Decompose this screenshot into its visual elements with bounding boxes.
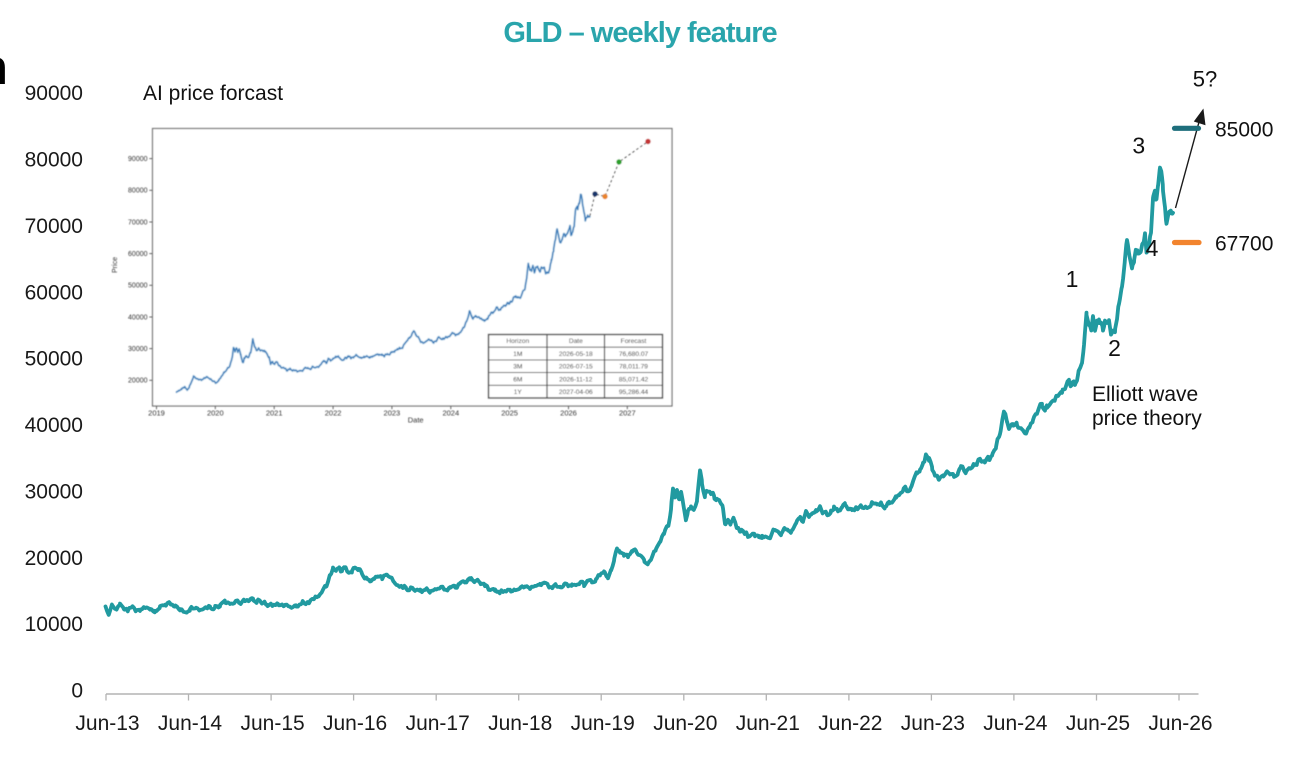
- svg-text:60000: 60000: [128, 251, 148, 258]
- svg-text:4: 4: [1146, 235, 1159, 261]
- svg-text:Jun-20: Jun-20: [653, 712, 717, 735]
- svg-text:AI price forcast: AI price forcast: [143, 82, 283, 105]
- svg-text:2026-11-12: 2026-11-12: [559, 376, 593, 383]
- svg-text:20000: 20000: [25, 547, 83, 570]
- svg-text:85,071.42: 85,071.42: [619, 376, 649, 383]
- svg-text:90000: 90000: [128, 156, 148, 163]
- svg-text:1Y: 1Y: [514, 389, 523, 396]
- svg-text:2026: 2026: [560, 409, 577, 418]
- svg-text:2026-07-15: 2026-07-15: [559, 364, 593, 371]
- svg-text:Jun-14: Jun-14: [158, 712, 223, 735]
- svg-text:1: 1: [1066, 266, 1079, 292]
- svg-text:3M: 3M: [513, 364, 522, 371]
- svg-text:76,680.07: 76,680.07: [619, 351, 649, 358]
- svg-text:70000: 70000: [128, 219, 148, 226]
- svg-text:Jun-24: Jun-24: [983, 712, 1048, 735]
- svg-text:6M: 6M: [513, 376, 522, 383]
- svg-text:50000: 50000: [25, 348, 83, 371]
- svg-text:67700: 67700: [1215, 233, 1273, 256]
- svg-text:80000: 80000: [25, 149, 83, 172]
- svg-text:Date: Date: [569, 338, 583, 345]
- svg-text:Elliott wave: Elliott wave: [1092, 383, 1198, 406]
- svg-text:2025: 2025: [501, 409, 518, 418]
- svg-text:20000: 20000: [128, 378, 148, 385]
- svg-text:Jun-21: Jun-21: [736, 712, 800, 735]
- svg-text:80000: 80000: [128, 188, 148, 195]
- svg-text:78,011.79: 78,011.79: [619, 364, 648, 371]
- svg-text:0: 0: [71, 680, 83, 703]
- svg-text:2: 2: [1108, 335, 1121, 361]
- svg-text:price theory: price theory: [1092, 407, 1202, 430]
- svg-text:Jun-16: Jun-16: [323, 712, 387, 735]
- svg-text:Horizon: Horizon: [506, 338, 529, 345]
- svg-text:95,286.44: 95,286.44: [619, 389, 649, 396]
- svg-text:n: n: [0, 41, 8, 95]
- svg-text:2020: 2020: [207, 409, 224, 418]
- svg-text:30000: 30000: [25, 480, 83, 503]
- svg-text:Jun-22: Jun-22: [818, 712, 882, 735]
- svg-text:2027-04-06: 2027-04-06: [559, 389, 593, 396]
- svg-text:40000: 40000: [128, 314, 148, 321]
- svg-text:40000: 40000: [25, 414, 83, 437]
- svg-text:Jun-26: Jun-26: [1148, 712, 1212, 735]
- svg-text:Jun-18: Jun-18: [488, 712, 552, 735]
- svg-text:5?: 5?: [1193, 67, 1217, 92]
- svg-text:Jun-19: Jun-19: [571, 712, 635, 735]
- svg-text:GLD – weekly feature: GLD – weekly feature: [503, 17, 777, 49]
- svg-text:Price: Price: [112, 257, 119, 273]
- svg-text:85000: 85000: [1215, 119, 1273, 142]
- svg-text:2023: 2023: [384, 409, 401, 418]
- svg-text:Date: Date: [408, 416, 424, 425]
- svg-text:2027: 2027: [619, 409, 636, 418]
- svg-text:50000: 50000: [128, 283, 148, 290]
- svg-text:Jun-17: Jun-17: [406, 712, 470, 735]
- svg-text:30000: 30000: [128, 346, 148, 353]
- svg-text:3: 3: [1132, 133, 1145, 159]
- svg-text:60000: 60000: [25, 281, 83, 304]
- svg-text:90000: 90000: [25, 82, 83, 105]
- svg-text:Forecast: Forecast: [621, 338, 647, 345]
- svg-text:2019: 2019: [148, 409, 165, 418]
- svg-text:10000: 10000: [25, 613, 83, 636]
- svg-text:1M: 1M: [513, 351, 522, 358]
- svg-text:Jun-23: Jun-23: [901, 712, 965, 735]
- svg-text:Jun-13: Jun-13: [75, 712, 139, 735]
- svg-text:2026-05-18: 2026-05-18: [559, 351, 593, 358]
- svg-text:Jun-25: Jun-25: [1066, 712, 1130, 735]
- svg-text:70000: 70000: [25, 215, 83, 238]
- svg-text:2022: 2022: [325, 409, 342, 418]
- svg-text:2024: 2024: [442, 409, 459, 418]
- svg-text:Jun-15: Jun-15: [240, 712, 304, 735]
- svg-text:2021: 2021: [266, 409, 283, 418]
